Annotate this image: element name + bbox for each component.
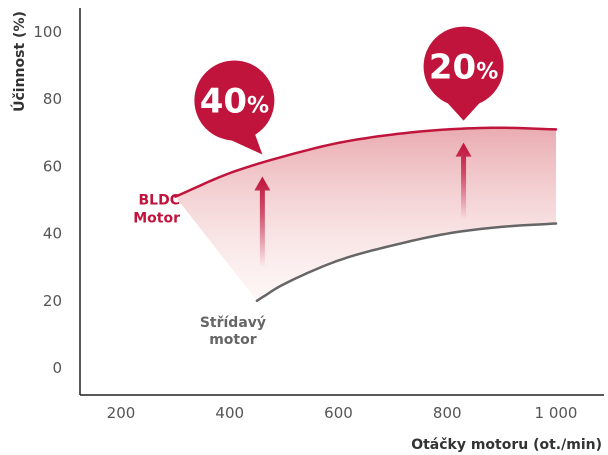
- series-label-bldc: BLDC Motor: [133, 193, 180, 227]
- x-tick-label: 200: [107, 404, 136, 422]
- series-line-ac: [255, 222, 558, 303]
- x-tick-label: 600: [324, 404, 353, 422]
- y-tick-label: 80: [43, 90, 62, 108]
- x-tick-label: 800: [433, 404, 462, 422]
- y-tick-label: 40: [43, 225, 62, 243]
- y-tick-label: 20: [43, 292, 62, 310]
- y-tick-label: 100: [33, 23, 62, 41]
- x-axis-title: Otáčky motoru (ot./min): [411, 437, 602, 453]
- improvement-arrow: [254, 176, 271, 268]
- efficiency-gap-band: [175, 127, 556, 301]
- improvement-arrow: [455, 142, 472, 220]
- x-tick-label: 1 000: [535, 404, 578, 422]
- series-label-ac: Střídavý motor: [200, 315, 266, 348]
- series-line-bldc: [174, 126, 558, 198]
- callout-bubble: [423, 26, 504, 107]
- callout-value: 40%: [200, 81, 269, 121]
- x-tick-label: 400: [215, 404, 244, 422]
- y-tick-label: 0: [52, 359, 62, 377]
- callout-value: 20%: [429, 48, 498, 88]
- y-tick-label: 60: [43, 157, 62, 175]
- y-axis-title: Účinnost (%): [10, 11, 28, 112]
- callout-bubble: [194, 60, 275, 141]
